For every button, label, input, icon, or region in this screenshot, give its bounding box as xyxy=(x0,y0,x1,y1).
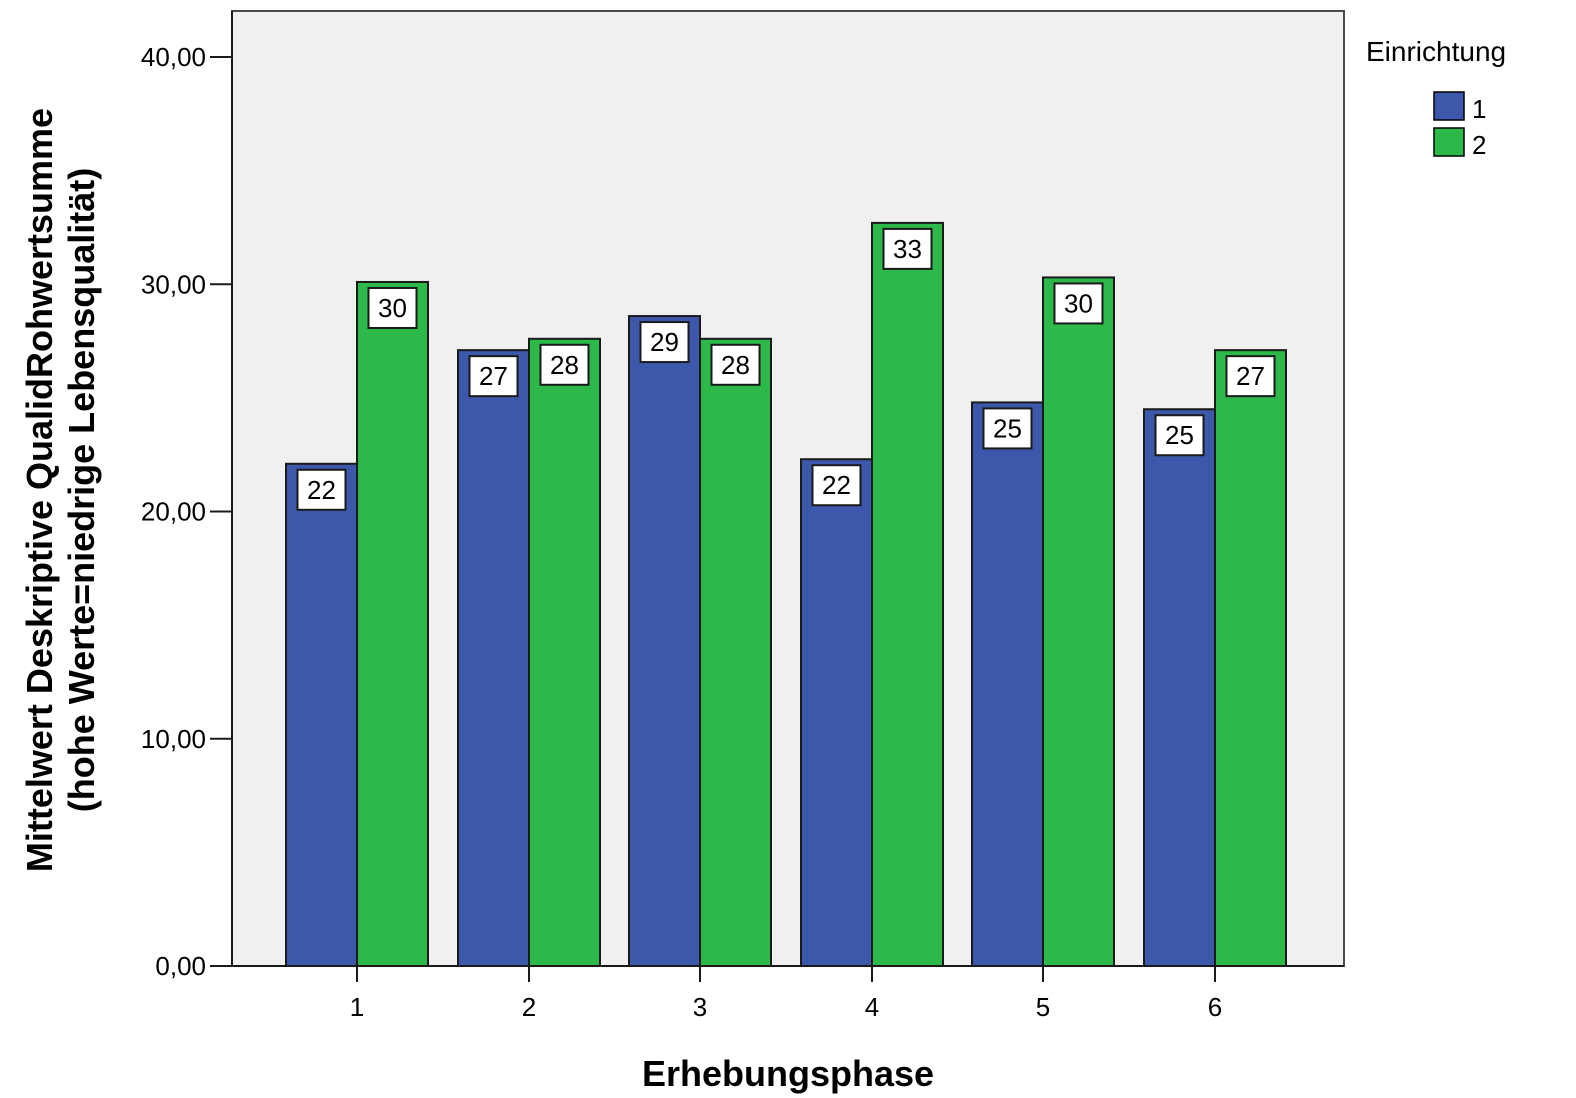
bar-series-1-cat-3 xyxy=(628,315,701,967)
data-label-box-series-1-cat-5 xyxy=(982,407,1033,450)
x-tick-label: 2 xyxy=(522,992,536,1022)
data-label-series-2-cat-6: 27 xyxy=(1236,361,1265,391)
legend-label-series-1: 1 xyxy=(1472,94,1486,124)
data-label-box-series-1-cat-3 xyxy=(639,321,690,364)
bar-series-1-cat-2 xyxy=(457,349,530,967)
data-label-box-series-1-cat-2 xyxy=(468,355,519,398)
data-label-series-1-cat-6: 25 xyxy=(1165,420,1194,450)
data-label-box-series-1-cat-6 xyxy=(1154,414,1205,457)
bar-series-2-cat-5 xyxy=(1042,276,1115,967)
data-label-series-2-cat-5: 30 xyxy=(1064,288,1093,318)
y-tick-label: 10,00 xyxy=(141,724,206,754)
data-label-series-2-cat-2: 28 xyxy=(550,350,579,380)
y-tick-label: 20,00 xyxy=(141,497,206,527)
legend-title: Einrichtung xyxy=(1366,36,1506,67)
x-tick-label: 3 xyxy=(693,992,707,1022)
y-tick-label: 40,00 xyxy=(141,42,206,72)
legend-label-series-2: 2 xyxy=(1472,130,1486,160)
legend-swatch-series-2 xyxy=(1433,127,1465,157)
data-label-series-1-cat-1: 22 xyxy=(307,475,336,505)
x-tick-label: 5 xyxy=(1036,992,1050,1022)
x-tick-label: 6 xyxy=(1208,992,1222,1022)
data-label-box-series-1-cat-1 xyxy=(296,468,347,511)
data-label-series-1-cat-5: 25 xyxy=(993,413,1022,443)
bar-series-2-cat-6 xyxy=(1214,349,1287,967)
data-label-series-2-cat-1: 30 xyxy=(378,293,407,323)
data-labels-group: 22 30 27 28 29 28 22 33 25 30 25 27 xyxy=(296,227,1276,511)
data-label-series-1-cat-3: 29 xyxy=(650,327,679,357)
bars-group xyxy=(285,221,1287,968)
bar-series-2-cat-1 xyxy=(356,280,429,968)
data-label-series-2-cat-4: 33 xyxy=(893,234,922,264)
data-label-box-series-2-cat-4 xyxy=(882,227,933,270)
y-tick-label: 30,00 xyxy=(141,269,206,299)
y-axis: 0,00 10,00 20,00 30,00 40,00 xyxy=(141,11,233,981)
bar-series-1-cat-6 xyxy=(1143,408,1216,967)
data-label-box-series-2-cat-1 xyxy=(367,286,418,329)
data-label-box-series-1-cat-4 xyxy=(811,464,862,507)
x-tick-label: 4 xyxy=(865,992,879,1022)
data-label-box-series-2-cat-2 xyxy=(539,343,590,386)
x-axis-title: Erhebungsphase xyxy=(642,1053,934,1094)
bar-series-2-cat-2 xyxy=(528,337,601,968)
y-tick-label: 0,00 xyxy=(155,951,206,981)
bar-series-2-cat-4 xyxy=(871,221,944,967)
data-label-box-series-2-cat-5 xyxy=(1053,282,1104,325)
x-tick-label: 1 xyxy=(350,992,364,1022)
data-label-box-series-2-cat-3 xyxy=(710,343,761,386)
legend: Einrichtung 1 2 xyxy=(1366,36,1506,160)
data-label-series-2-cat-3: 28 xyxy=(721,350,750,380)
y-axis-title-line-2: (hohe Werte=niedrige Lebensqualität) xyxy=(61,168,102,812)
bar-series-2-cat-3 xyxy=(699,337,772,968)
y-axis-title-line-1: Mittelwert Deskriptive QualidRohwertsumm… xyxy=(19,108,60,872)
data-label-box-series-2-cat-6 xyxy=(1225,355,1276,398)
bar-series-1-cat-5 xyxy=(971,401,1044,968)
legend-swatch-series-1 xyxy=(1433,91,1465,121)
bar-series-1-cat-4 xyxy=(800,458,873,967)
data-label-series-1-cat-2: 27 xyxy=(479,361,508,391)
x-axis: 1 2 3 4 5 6 xyxy=(210,965,1344,1022)
data-label-series-1-cat-4: 22 xyxy=(822,470,851,500)
bar-series-1-cat-1 xyxy=(285,462,358,967)
